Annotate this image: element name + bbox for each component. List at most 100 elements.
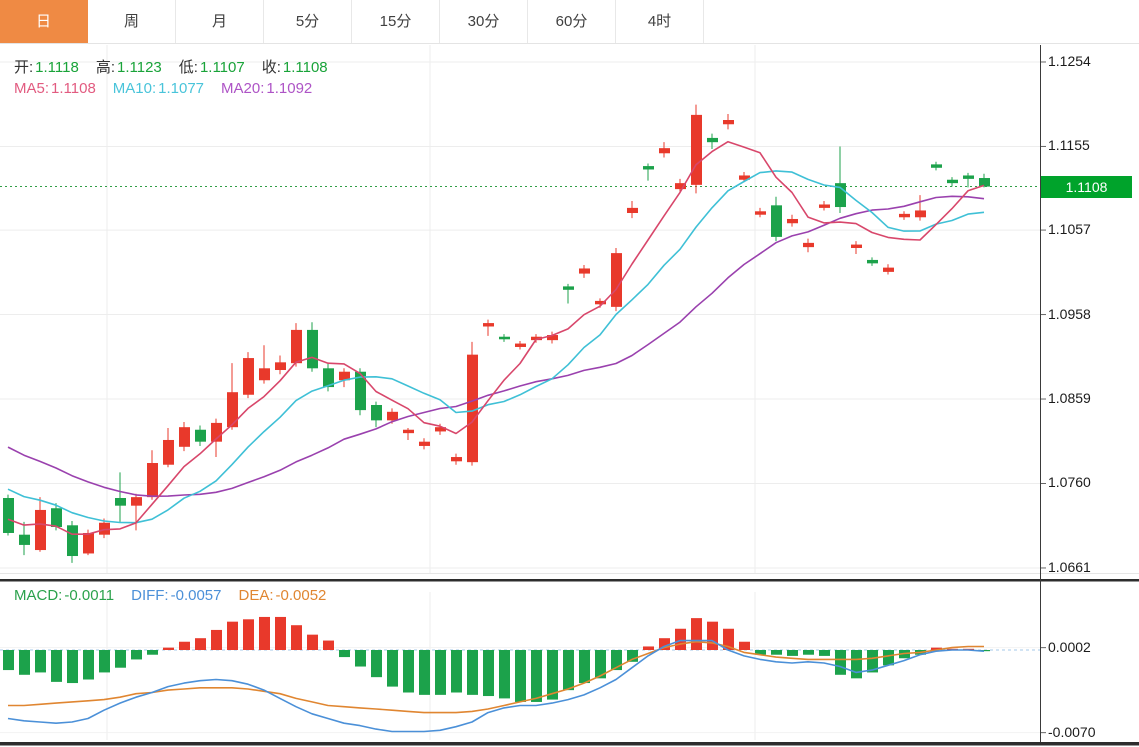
candle (563, 286, 574, 290)
macd-legend: MACD: -0.0011 DIFF: -0.0057 DEA: -0.0052 (14, 587, 343, 604)
macd-bar (803, 650, 814, 655)
candle (195, 429, 206, 442)
candle (355, 371, 366, 411)
legend-item: MA10: 1.1077 (112, 80, 205, 97)
legend-item: MACD: -0.0011 (14, 587, 115, 604)
candle (595, 300, 606, 305)
price-tick-label: 1.1254 (1048, 52, 1091, 69)
macd-bar (35, 650, 46, 673)
price-tick-label: 1.0958 (1048, 305, 1091, 322)
macd-bar (643, 646, 654, 650)
price-tick-label: 1.0859 (1048, 390, 1091, 407)
candle (851, 244, 862, 248)
price-tick-label: 0.0002 (1048, 638, 1091, 655)
macd-bar (291, 625, 302, 650)
macd-bar (659, 638, 670, 650)
tab-4时[interactable]: 4时 (616, 0, 704, 43)
candle (691, 114, 702, 185)
price-tick-label: -0.0070 (1048, 723, 1096, 740)
candle (115, 497, 126, 506)
tab-日[interactable]: 日 (0, 0, 88, 43)
candle (947, 179, 958, 184)
macd-bar (739, 641, 750, 650)
macd-bar (611, 650, 622, 671)
macd-bar (691, 618, 702, 650)
legend-item: MA20: 1.1092 (221, 80, 313, 97)
candle (275, 362, 286, 371)
ma5-line (7, 140, 985, 536)
candle (707, 137, 718, 143)
macd-bar (259, 616, 270, 650)
candle (307, 329, 318, 369)
candle (867, 259, 878, 264)
tab-周[interactable]: 周 (88, 0, 176, 43)
macd-bar (563, 650, 574, 691)
candle (51, 508, 62, 528)
macd-bar (163, 647, 174, 650)
timeframe-tabbar: 日周月 5分 15分 30分 60分 4时 (0, 0, 1139, 44)
macd-bar (339, 650, 350, 658)
macd-bar (723, 628, 734, 650)
macd-bar (147, 650, 158, 655)
macd-bar (435, 650, 446, 695)
candle (963, 175, 974, 179)
tab-30分[interactable]: 30分 (440, 0, 528, 43)
candle (835, 183, 846, 208)
macd-bar (51, 650, 62, 682)
legend-item: 高: 1.1123 (95, 59, 162, 76)
candle (739, 175, 750, 180)
macd-bar (467, 650, 478, 695)
diff-line (7, 639, 985, 733)
candle (451, 457, 462, 462)
candle (675, 183, 686, 190)
price-tick-label: 1.0760 (1048, 474, 1091, 491)
candle (435, 427, 446, 432)
candle (643, 166, 654, 170)
candle (227, 392, 238, 428)
candle (243, 358, 254, 395)
tab-5分[interactable]: 5分 (264, 0, 352, 43)
candle (899, 213, 910, 218)
macd-bar (483, 650, 494, 697)
tab-15分[interactable]: 15分 (352, 0, 440, 43)
tab-60分[interactable]: 60分 (528, 0, 616, 43)
macd-bar (531, 650, 542, 702)
legend-item: 开: 1.1118 (14, 59, 79, 76)
macd-bar (211, 629, 222, 650)
macd-bar (819, 650, 830, 656)
macd-bar (419, 650, 430, 695)
macd-bar (307, 634, 318, 650)
macd-bar (867, 650, 878, 673)
candle (755, 211, 766, 215)
macd-bar (131, 650, 142, 660)
candle (323, 368, 334, 388)
candle (211, 422, 222, 442)
candle (83, 532, 94, 554)
macd-bar (243, 619, 254, 650)
tab-月[interactable]: 月 (176, 0, 264, 43)
macd-bar (195, 638, 206, 650)
candle (531, 336, 542, 341)
candle (179, 427, 190, 447)
macd-bar (547, 650, 558, 700)
macd-bar (227, 621, 238, 650)
macd-bar (883, 650, 894, 666)
candle (723, 120, 734, 125)
price-tick-label: 1.1155 (1048, 137, 1090, 154)
ohlc-legend: 开: 1.1118 高: 1.1123 低: 1.1107 收: 1.1108 (14, 56, 345, 77)
macd-bar (387, 650, 398, 687)
candle (467, 354, 478, 463)
macd-bar (275, 616, 286, 650)
macd-bar (403, 650, 414, 693)
legend-item: 收: 1.1108 (261, 59, 328, 76)
candle (291, 329, 302, 364)
candle (403, 429, 414, 434)
candle (131, 497, 142, 506)
macd-bar (627, 650, 638, 662)
macd-bar (579, 650, 590, 684)
candle (419, 441, 430, 446)
candle (787, 218, 798, 224)
macd-bar (515, 650, 526, 702)
